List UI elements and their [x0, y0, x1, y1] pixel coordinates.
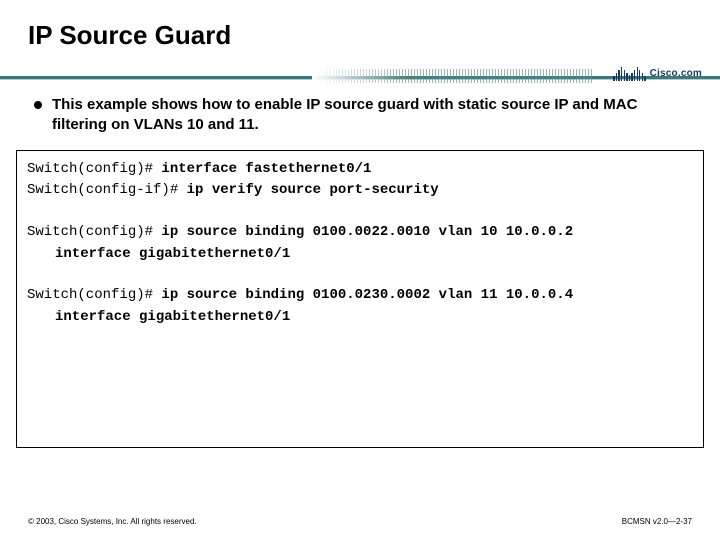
code-prompt: Switch(config-if)#	[27, 182, 187, 198]
cisco-logo-text: Cisco.com	[650, 68, 702, 79]
code-line: Switch(config)# ip source binding 0100.0…	[27, 222, 693, 244]
code-prompt: Switch(config)#	[27, 287, 161, 303]
code-command: interface fastethernet0/1	[161, 161, 371, 177]
cisco-logo: Cisco.com	[613, 65, 702, 81]
code-line-cont: interface gigabitethernet0/1	[27, 307, 693, 329]
bullet-icon	[34, 101, 42, 109]
code-line: Switch(config)# ip source binding 0100.0…	[27, 285, 693, 307]
code-command: ip source binding 0100.0022.0010 vlan 10…	[161, 224, 573, 240]
bullet-text: This example shows how to enable IP sour…	[52, 95, 686, 136]
cisco-bars-icon	[613, 65, 645, 81]
code-line: Switch(config-if)# ip verify source port…	[27, 180, 693, 202]
code-prompt: Switch(config)#	[27, 224, 161, 240]
page-title: IP Source Guard	[28, 20, 692, 51]
code-gap	[27, 202, 693, 222]
footer-slide-ref: BCMSN v2.0—2-37	[622, 517, 692, 526]
code-prompt: Switch(config)#	[27, 161, 161, 177]
divider: Cisco.com	[28, 69, 692, 83]
code-command: ip verify source port-security	[187, 182, 439, 198]
code-command: ip source binding 0100.0230.0002 vlan 11…	[161, 287, 573, 303]
code-command: interface gigabitethernet0/1	[55, 246, 290, 262]
bullet-item: This example shows how to enable IP sour…	[34, 95, 686, 136]
slide: IP Source Guard Cisco.com This example s…	[0, 0, 720, 540]
code-line-cont: interface gigabitethernet0/1	[27, 244, 693, 266]
footer: © 2003, Cisco Systems, Inc. All rights r…	[28, 517, 692, 526]
code-line: Switch(config)# interface fastethernet0/…	[27, 159, 693, 181]
code-example-box: Switch(config)# interface fastethernet0/…	[16, 150, 704, 448]
code-gap	[27, 265, 693, 285]
divider-pattern	[312, 69, 592, 83]
footer-copyright: © 2003, Cisco Systems, Inc. All rights r…	[28, 517, 197, 526]
code-command: interface gigabitethernet0/1	[55, 309, 290, 325]
